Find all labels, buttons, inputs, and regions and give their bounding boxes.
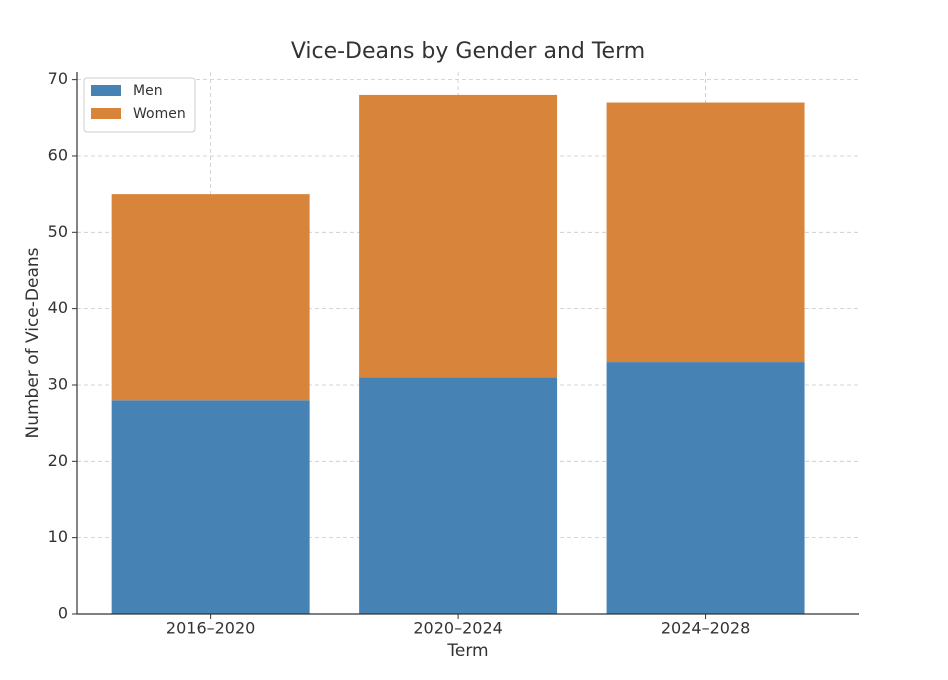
bar-segment (606, 362, 805, 614)
bar-segment (359, 94, 558, 378)
x-tick-label: 2024–2028 (661, 619, 750, 638)
y-tick-label: 0 (58, 604, 68, 623)
legend-swatch (91, 85, 121, 96)
x-tick-label: 2020–2024 (413, 619, 502, 638)
legend-label: Men (133, 83, 163, 99)
x-tick-label: 2016–2020 (166, 619, 255, 638)
bar-segment (359, 377, 558, 614)
bar-segment (606, 102, 805, 363)
y-tick-label: 50 (48, 222, 68, 241)
y-tick-label: 20 (48, 451, 68, 470)
bar-segment (111, 400, 310, 614)
bar-segment (111, 194, 310, 401)
legend: Men Women (83, 77, 196, 133)
y-tick-label: 10 (48, 527, 68, 546)
y-tick-label: 40 (48, 298, 68, 317)
y-axis-label: Number of Vice-Deans (23, 247, 43, 438)
y-tick-label: 30 (48, 374, 68, 393)
legend-swatch (91, 108, 121, 119)
y-tick-label: 70 (48, 69, 68, 88)
y-tick-label: 60 (48, 145, 68, 164)
chart-title: Vice-Deans by Gender and Term (291, 39, 645, 64)
x-axis-label: Term (446, 641, 488, 661)
legend-label: Women (133, 106, 186, 122)
